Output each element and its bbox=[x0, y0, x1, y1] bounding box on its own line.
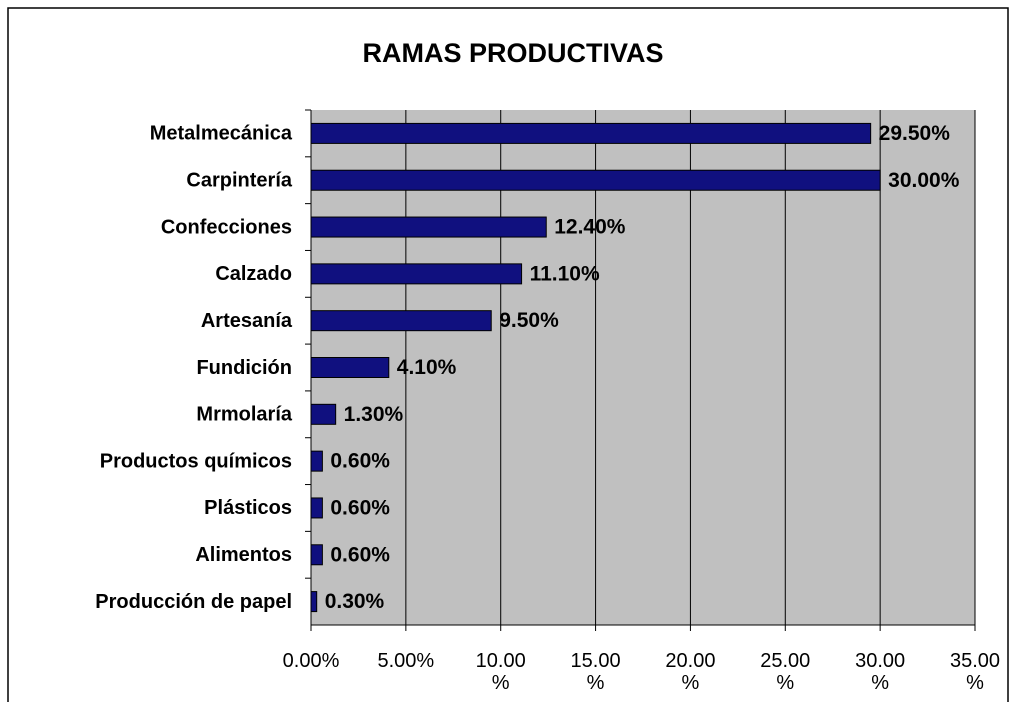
x-tick-label: 15.00% bbox=[570, 650, 621, 694]
bar bbox=[310, 497, 323, 519]
plot-area bbox=[311, 110, 975, 625]
bar bbox=[310, 450, 323, 472]
y-tick-label: Confecciones bbox=[161, 216, 292, 238]
x-tick-label: 25.00% bbox=[760, 650, 811, 694]
data-label: 9.50% bbox=[499, 309, 559, 332]
y-tick-label: Metalmecánica bbox=[150, 123, 293, 145]
chart-title: RAMAS PRODUCTIVAS bbox=[362, 38, 663, 68]
data-label: 12.40% bbox=[554, 216, 626, 239]
bar bbox=[310, 310, 492, 332]
y-tick-label: Productos químicos bbox=[100, 450, 292, 472]
y-tick-label: Carpintería bbox=[186, 170, 292, 192]
data-label: 0.60% bbox=[330, 543, 390, 566]
data-label: 4.10% bbox=[397, 356, 457, 379]
y-tick-label: Mrmolaría bbox=[196, 404, 292, 426]
y-tick-label: Artesanía bbox=[201, 310, 293, 332]
x-tick-label: 20.00% bbox=[665, 650, 716, 694]
bar bbox=[310, 544, 323, 566]
y-tick-label: Calzado bbox=[215, 263, 292, 285]
y-tick-label: Plásticos bbox=[204, 497, 292, 519]
data-label: 0.60% bbox=[330, 497, 390, 520]
data-label: 0.60% bbox=[330, 450, 390, 473]
bar bbox=[310, 263, 523, 285]
bar bbox=[310, 591, 318, 613]
y-tick-label: Producción de papel bbox=[95, 591, 292, 613]
bar bbox=[310, 403, 337, 425]
data-label: 1.30% bbox=[344, 403, 404, 426]
bar bbox=[310, 216, 547, 238]
x-tick-label: 35.00% bbox=[949, 650, 1001, 694]
y-tick-label: Fundición bbox=[196, 357, 292, 379]
y-tick-label: Alimentos bbox=[195, 544, 292, 566]
bar bbox=[310, 357, 390, 378]
x-tick-label: 5.00% bbox=[377, 650, 435, 672]
data-label: 30.00% bbox=[888, 169, 960, 192]
bar bbox=[310, 122, 872, 144]
x-tick-label: 10.00% bbox=[475, 650, 526, 694]
data-label: 11.10% bbox=[530, 262, 600, 285]
x-tick-label: 30.00% bbox=[855, 650, 906, 694]
x-tick-label: 0.00% bbox=[282, 650, 340, 672]
data-label: 29.50% bbox=[879, 122, 951, 145]
bar bbox=[310, 169, 881, 191]
data-label: 0.30% bbox=[325, 590, 385, 613]
